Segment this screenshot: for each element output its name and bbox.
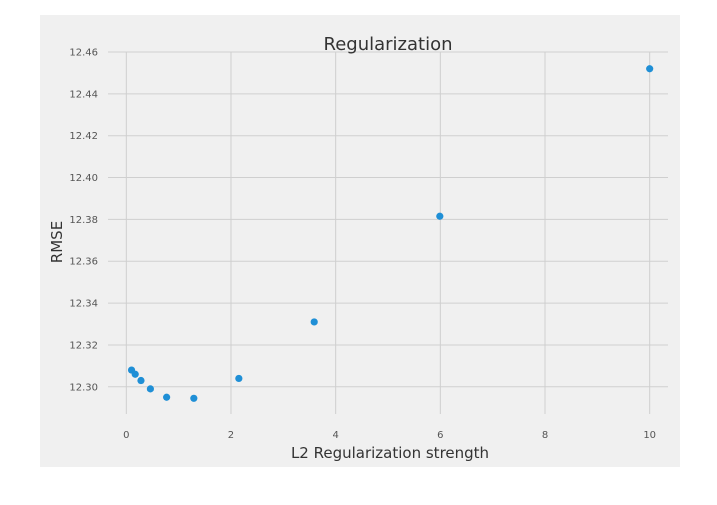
data-point xyxy=(436,212,444,220)
data-point xyxy=(310,318,318,326)
chart-title: Regularization xyxy=(324,34,453,55)
grid-lines xyxy=(108,51,668,414)
x-tick-label: 0 xyxy=(123,430,129,441)
data-point xyxy=(163,393,171,401)
data-point xyxy=(190,394,198,402)
y-tick-label: 12.36 xyxy=(69,257,98,268)
data-point xyxy=(131,370,139,378)
data-point xyxy=(235,374,243,383)
y-tick-label: 12.34 xyxy=(69,299,98,310)
y-tick-label: 12.32 xyxy=(69,340,98,351)
y-tick-label: 12.42 xyxy=(69,131,98,142)
x-tick-label: 2 xyxy=(228,430,234,441)
x-tick-label: 6 xyxy=(437,430,443,441)
x-tick-label: 10 xyxy=(643,430,656,441)
x-tick-label: 8 xyxy=(542,430,548,441)
y-axis-label: RMSE xyxy=(48,221,66,263)
y-tick-label: 12.30 xyxy=(69,382,98,393)
x-tick-labels: 0 2 4 6 8 10 xyxy=(123,430,656,441)
x-tick-label: 4 xyxy=(332,430,338,441)
x-axis-label: L2 Regularization strength xyxy=(291,444,489,462)
y-tick-labels: 12.30 12.32 12.34 12.36 12.38 12.40 12.42 12.44… xyxy=(69,48,98,394)
y-tick-label: 12.38 xyxy=(69,215,98,226)
y-tick-label: 12.44 xyxy=(69,89,98,100)
y-tick-label: 12.46 xyxy=(69,48,98,59)
data-point xyxy=(646,65,654,73)
data-point xyxy=(146,385,154,393)
data-points xyxy=(127,65,654,402)
data-point xyxy=(137,376,145,385)
y-tick-label: 12.40 xyxy=(69,173,98,184)
plot-area xyxy=(108,52,668,414)
